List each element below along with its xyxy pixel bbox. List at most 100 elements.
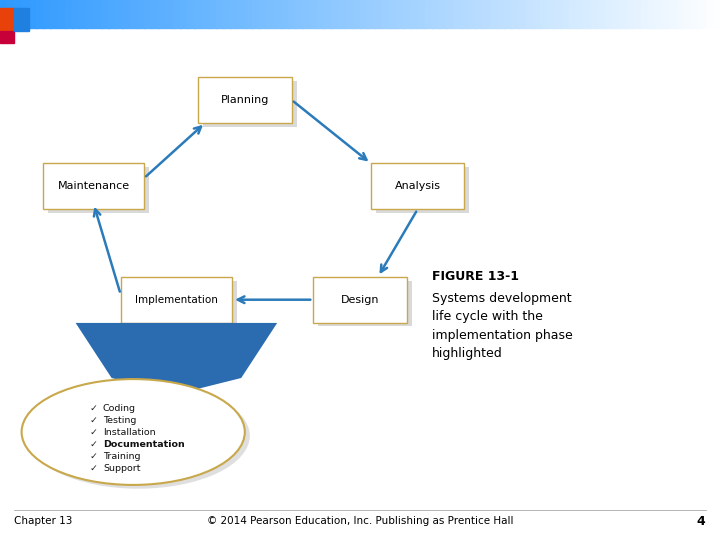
Text: Planning: Planning [220, 95, 269, 105]
Bar [612, 0, 620, 28]
Polygon shape [76, 323, 277, 394]
Bar [166, 0, 174, 28]
Bar [0, 19, 14, 31]
Bar [605, 0, 613, 28]
Bar [331, 0, 339, 28]
Bar [626, 0, 634, 28]
Bar [180, 0, 188, 28]
Bar [137, 0, 145, 28]
Bar [194, 0, 202, 28]
Bar [713, 0, 720, 28]
Bar [245, 0, 253, 28]
Text: FIGURE 13-1: FIGURE 13-1 [432, 270, 519, 283]
Text: Installation: Installation [103, 428, 156, 437]
Text: Design: Design [341, 295, 379, 305]
Bar [691, 0, 699, 28]
Bar [122, 0, 130, 28]
Bar [418, 0, 426, 28]
Bar [454, 0, 462, 28]
Bar [382, 0, 390, 28]
Bar [475, 0, 483, 28]
Bar [288, 0, 296, 28]
Bar [367, 0, 375, 28]
Bar [353, 0, 361, 28]
Bar [295, 0, 303, 28]
Bar [223, 0, 231, 28]
Bar [14, 0, 22, 28]
Ellipse shape [22, 379, 245, 485]
Bar [259, 0, 267, 28]
Bar [346, 0, 354, 28]
Bar [576, 0, 584, 28]
Bar [29, 0, 37, 28]
FancyBboxPatch shape [371, 163, 464, 209]
Bar [619, 0, 627, 28]
Bar [7, 0, 15, 28]
Text: Testing: Testing [103, 416, 136, 425]
Bar [266, 0, 274, 28]
Bar [72, 0, 80, 28]
Bar [446, 0, 454, 28]
Text: Systems development
life cycle with the
implementation phase
highlighted: Systems development life cycle with the … [432, 292, 572, 360]
Text: Implementation: Implementation [135, 295, 218, 305]
FancyBboxPatch shape [121, 276, 232, 322]
Bar [706, 0, 714, 28]
Text: Coding: Coding [103, 404, 136, 413]
FancyBboxPatch shape [125, 281, 238, 326]
Text: ✓: ✓ [90, 464, 98, 472]
Bar [79, 0, 87, 28]
Bar [360, 0, 368, 28]
Bar [403, 0, 411, 28]
Bar [36, 0, 44, 28]
Bar [86, 0, 94, 28]
Bar [540, 0, 548, 28]
Bar [396, 0, 404, 28]
Bar [130, 0, 138, 28]
Bar [317, 0, 325, 28]
Text: ✓: ✓ [90, 452, 98, 461]
Bar [94, 0, 102, 28]
Bar [338, 0, 346, 28]
Bar [0, 8, 14, 19]
Bar [50, 0, 58, 28]
Bar [583, 0, 591, 28]
Text: ✓: ✓ [90, 428, 98, 437]
Bar [547, 0, 555, 28]
Bar [439, 0, 447, 28]
Text: Maintenance: Maintenance [58, 181, 130, 191]
Bar [670, 0, 678, 28]
Bar [151, 0, 159, 28]
FancyBboxPatch shape [48, 167, 149, 213]
FancyBboxPatch shape [43, 163, 144, 209]
Bar [202, 0, 210, 28]
Bar [14, 19, 29, 31]
Bar [425, 0, 433, 28]
Bar [461, 0, 469, 28]
Bar [230, 0, 238, 28]
Bar [655, 0, 663, 28]
Bar [252, 0, 260, 28]
Bar [281, 0, 289, 28]
Bar [144, 0, 152, 28]
Bar [641, 0, 649, 28]
Text: Training: Training [103, 452, 140, 461]
Bar [511, 0, 519, 28]
Bar [634, 0, 642, 28]
Bar [662, 0, 670, 28]
Bar [43, 0, 51, 28]
Bar [590, 0, 598, 28]
FancyBboxPatch shape [376, 167, 469, 213]
Bar [684, 0, 692, 28]
Bar [497, 0, 505, 28]
Ellipse shape [27, 383, 250, 489]
Text: Analysis: Analysis [395, 181, 441, 191]
Bar [698, 0, 706, 28]
Bar [432, 0, 440, 28]
Text: ✓: ✓ [90, 440, 98, 449]
Bar [374, 0, 382, 28]
Bar [324, 0, 332, 28]
Bar [302, 0, 310, 28]
Bar [0, 0, 8, 28]
Bar [410, 0, 418, 28]
Text: Documentation: Documentation [103, 440, 185, 449]
